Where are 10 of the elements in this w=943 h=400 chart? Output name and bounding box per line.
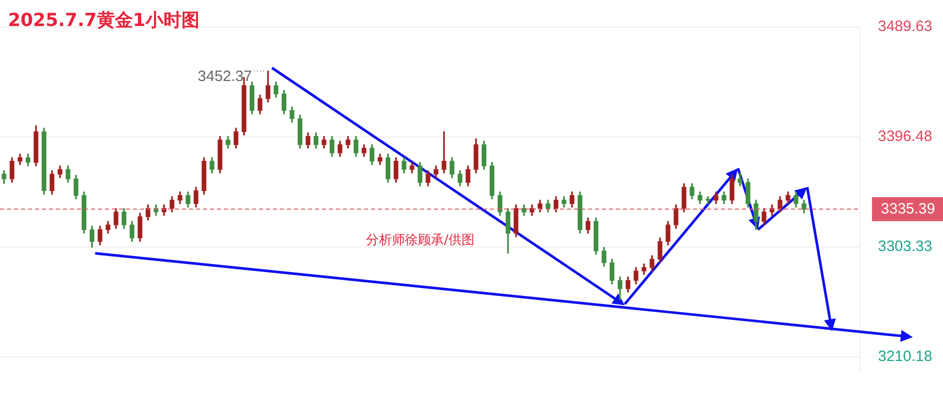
candlestick <box>442 131 446 174</box>
y-tick-label: 3396.48 <box>878 128 932 146</box>
y-tick-label: 3303.33 <box>878 238 932 256</box>
ref-line-label: 3335.39 <box>880 200 936 218</box>
y-tick-label: 3489.63 <box>878 18 932 36</box>
annotation: 3452.37 <box>198 68 252 86</box>
annotation: 分析师徐顾承/供图 <box>366 232 474 249</box>
y-tick-label: 3210.18 <box>878 348 932 366</box>
chart-title: 2025.7.7黄金1小时图 <box>8 9 200 32</box>
candlestick <box>706 196 710 204</box>
